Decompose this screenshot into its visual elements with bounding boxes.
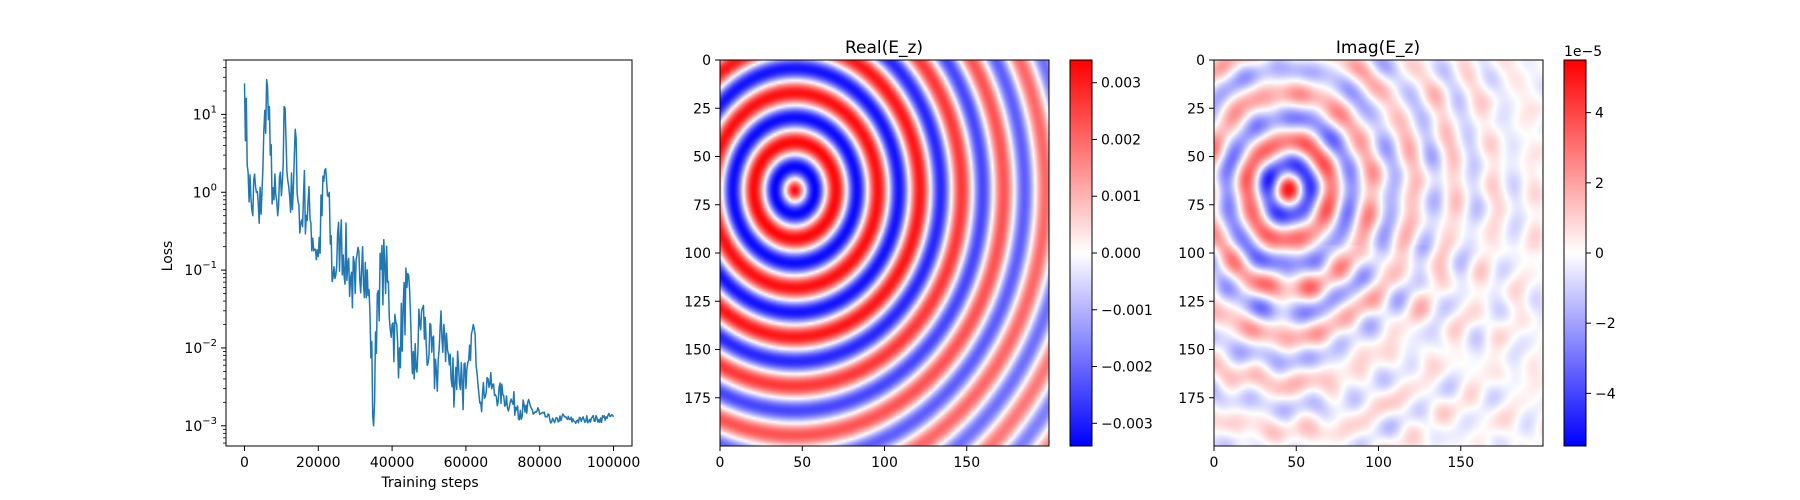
real-ez-ytick-label: 75 (693, 198, 711, 214)
real-ez-colorbar (1070, 60, 1092, 446)
real-ez-title: Real(E_z) (845, 38, 923, 58)
loss-plot-frame (225, 59, 633, 447)
loss-xtick-label: 20000 (296, 455, 341, 471)
real-ez-colorbar-tick-label: 0.003 (1101, 76, 1141, 92)
real-ez-colorbar-tick-label: −0.003 (1101, 416, 1153, 432)
imag-ez-xtick-label: 100 (1365, 455, 1392, 471)
real-ez-panel: Real(E_z) 0 50 100 150 0 25 50 75 100 125 150 175 0… (684, 38, 1153, 471)
loss-ytick-label: 10−2 (184, 338, 217, 357)
loss-xtick-label: 0 (240, 455, 249, 471)
imag-ez-xtick-label: 50 (1287, 455, 1305, 471)
loss-xtick-label: 80000 (517, 455, 562, 471)
loss-xtick-label: 100000 (587, 455, 640, 471)
real-ez-ytick-label: 50 (693, 150, 711, 166)
real-ez-xtick-label: 0 (716, 455, 725, 471)
imag-ez-colorbar-tick-label: 4 (1595, 106, 1604, 122)
loss-chart: Loss Training steps 0 20000 40000 60000 8000… (160, 59, 640, 491)
imag-ez-colorbar-tick-label: 0 (1595, 246, 1604, 262)
real-ez-colorbar-tick-label: −0.001 (1101, 303, 1153, 319)
imag-ez-heatmap (1214, 60, 1543, 446)
real-ez-xtick-label: 100 (871, 455, 898, 471)
loss-axes: 0 20000 40000 60000 80000 100000 10−3 10−2 10−1 1… (184, 59, 640, 471)
loss-ytick-label: 10−3 (184, 416, 217, 435)
loss-line (243, 78, 615, 427)
loss-xtick-label: 60000 (444, 455, 489, 471)
real-ez-ytick-label: 125 (684, 294, 711, 310)
imag-ez-title: Imag(E_z) (1336, 38, 1420, 58)
imag-ez-ytick-label: 0 (1196, 53, 1205, 69)
imag-ez-colorbar (1564, 60, 1586, 446)
imag-ez-ytick-label: 75 (1187, 198, 1205, 214)
loss-xlabel: Training steps (380, 475, 478, 491)
loss-xtick-label: 40000 (370, 455, 415, 471)
imag-ez-axes: 0 50 100 150 0 25 50 75 100 125 150 175 (1178, 53, 1544, 471)
real-ez-colorbar-tick-label: 0.001 (1101, 189, 1141, 205)
loss-ytick-label: 101 (193, 104, 217, 123)
real-ez-colorbar-tick-label: 0.000 (1101, 246, 1141, 262)
real-ez-xtick-label: 50 (793, 455, 811, 471)
real-ez-colorbar-tick-label: 0.002 (1101, 132, 1141, 148)
loss-ylabel: Loss (160, 241, 176, 272)
imag-ez-ytick-label: 25 (1187, 101, 1205, 117)
imag-ez-colorbar-ticks: 4 2 0 −2 −4 (1563, 59, 1616, 447)
loss-series (243, 78, 615, 427)
real-ez-xtick-label: 150 (953, 455, 980, 471)
real-ez-ytick-label: 0 (702, 53, 711, 69)
imag-ez-panel: Imag(E_z) 0 50 100 150 0 25 50 75 100 125 150 175 4… (1178, 38, 1615, 471)
imag-ez-xtick-label: 150 (1447, 455, 1474, 471)
real-ez-colorbar-ticks: 0.003 0.002 0.001 0.000 −0.001 −0.002 −0.003 (1069, 59, 1153, 447)
imag-ez-colorbar-tick-label: −2 (1595, 316, 1616, 332)
imag-ez-colorbar-tick-label: −4 (1595, 386, 1616, 402)
real-ez-heatmap (720, 60, 1049, 446)
real-ez-axes: 0 50 100 150 0 25 50 75 100 125 150 175 (684, 53, 1050, 471)
imag-ez-xtick-label: 0 (1210, 455, 1219, 471)
real-ez-ytick-label: 25 (693, 101, 711, 117)
imag-ez-ytick-label: 125 (1178, 294, 1205, 310)
imag-ez-ytick-label: 50 (1187, 150, 1205, 166)
real-ez-ytick-label: 175 (684, 391, 711, 407)
real-ez-colorbar-tick-label: −0.002 (1101, 360, 1153, 376)
imag-ez-ytick-label: 100 (1178, 246, 1205, 262)
real-ez-ytick-label: 100 (684, 246, 711, 262)
imag-ez-colorbar-tick-label: 2 (1595, 176, 1604, 192)
loss-ytick-label: 10−1 (184, 260, 217, 279)
imag-ez-ytick-label: 150 (1178, 343, 1205, 359)
imag-ez-colorbar-offset: 1e−5 (1564, 44, 1602, 60)
loss-ytick-label: 100 (193, 182, 217, 201)
real-ez-ytick-label: 150 (684, 343, 711, 359)
imag-ez-ytick-label: 175 (1178, 391, 1205, 407)
